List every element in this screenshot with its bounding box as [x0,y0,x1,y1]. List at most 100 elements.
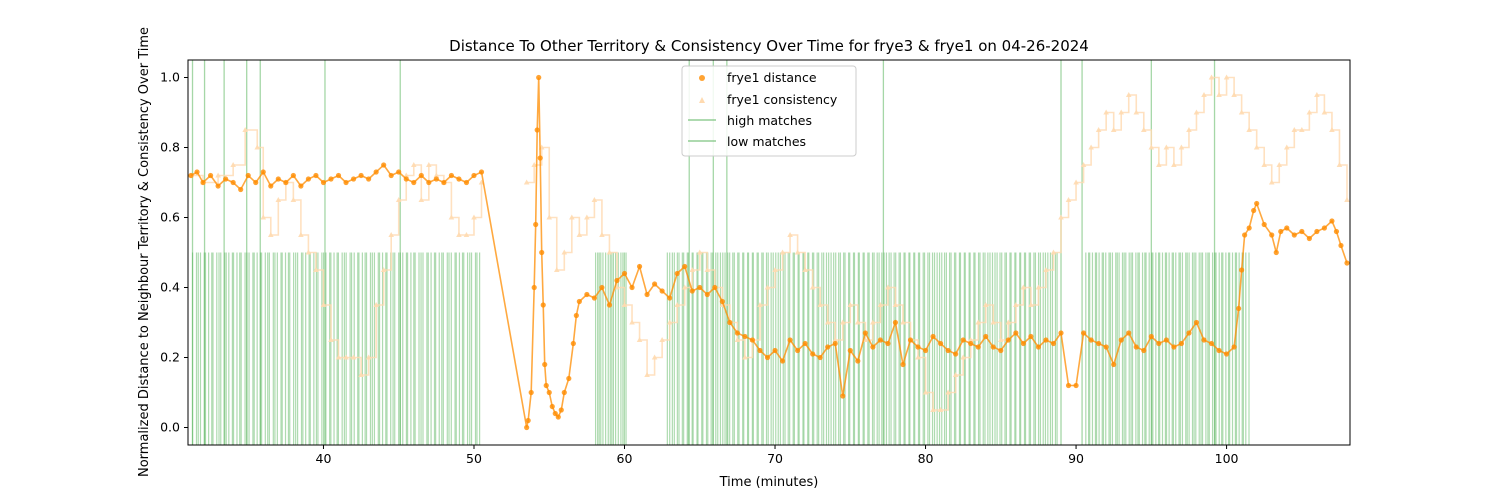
distance-point [381,162,387,168]
consistency-point [689,267,696,272]
distance-point [1254,200,1260,207]
distance-point [358,172,364,179]
x-tick-label: 70 [767,451,783,466]
consistency-point [1268,179,1275,185]
distance-point [1321,225,1328,231]
distance-point [667,295,673,301]
distance-point [313,172,319,179]
consistency-point [471,214,477,220]
consistency-point [900,319,906,325]
legend-high-matches-label: high matches [727,113,812,128]
distance-point [570,340,576,347]
legend-consistency-marker [699,97,705,103]
distance-point [697,284,703,291]
legend-low-matches-label: low matches [727,134,806,149]
distance-point [366,176,372,182]
distance-point [555,414,561,420]
distance-point [260,169,266,175]
consistency-point [254,144,261,150]
consistency-point [636,337,643,342]
consistency-point [629,319,635,325]
distance-point [659,288,665,294]
consistency-point [1261,162,1268,167]
consistency-point [817,302,823,307]
distance-point [727,319,733,326]
distance-point [328,176,334,182]
distance-point [1178,340,1185,347]
x-axis-label: Time (minutes) [719,475,819,490]
consistency-point [463,232,470,237]
consistency-point [855,319,861,325]
consistency-point [584,214,590,220]
distance-point [1236,305,1242,312]
distance-point [764,354,771,361]
chart-title: Distance To Other Territory & Consistenc… [449,37,1089,55]
distance-point [937,340,944,347]
distance-point [403,176,409,182]
consistency-point [403,172,410,178]
distance-point [531,284,537,291]
consistency-point [350,354,357,360]
distance-point [757,347,763,354]
consistency-point [1291,127,1298,132]
consistency-point [358,372,364,377]
distance-point [418,172,424,179]
consistency-point [945,389,951,395]
consistency-point [847,302,854,307]
distance-point [396,169,402,175]
consistency-point [1050,249,1057,255]
distance-point [1096,340,1102,347]
distance-point [1163,337,1169,343]
distance-point [712,284,718,291]
consistency-point [644,372,650,377]
distance-point [1314,228,1320,235]
distance-point [411,179,417,186]
consistency-point [952,372,959,377]
consistency-point [1231,92,1237,97]
distance-point [576,298,582,305]
consistency-point [674,302,680,307]
distance-point [787,337,793,343]
consistency-series [188,74,1350,412]
y-tick-label: 0.4 [160,280,180,295]
distance-point [1273,249,1279,256]
consistency-point [1073,179,1079,185]
x-tick-label: 80 [918,451,934,466]
consistency-point [1314,92,1320,97]
distance-point [975,344,981,350]
y-axis-ticks: 0.0 0.2 0.4 0.6 0.8 1.0 [160,70,188,435]
distance-point [194,169,200,175]
y-tick-label: 0.0 [160,420,180,435]
y-tick-label: 0.2 [160,350,180,365]
distance-point [188,172,194,179]
distance-point [1291,232,1297,238]
distance-point [1043,337,1049,343]
distance-point [840,393,846,399]
distance-point [1278,228,1284,235]
distance-point [1251,207,1257,214]
distance-point [1058,330,1064,336]
distance-point [584,291,590,298]
consistency-point [1246,127,1252,132]
distance-point [373,169,379,175]
distance-point [1333,228,1340,235]
distance-point [922,347,929,354]
consistency-point [569,214,575,220]
consistency-point [267,232,274,237]
distance-point [945,347,951,354]
consistency-point [1080,162,1087,167]
distance-point [1171,344,1177,350]
consistency-point [832,337,839,342]
consistency-point [870,319,876,325]
consistency-point [1148,144,1155,150]
distance-point [1156,340,1162,347]
consistency-point [975,319,982,325]
distance-point [305,176,312,182]
distance-point [543,382,549,389]
consistency-point [1103,109,1109,115]
consistency-point [1321,109,1328,115]
distance-point [990,344,996,350]
consistency-point [242,127,248,132]
consistency-point [1020,284,1027,290]
consistency-point [1201,92,1207,97]
